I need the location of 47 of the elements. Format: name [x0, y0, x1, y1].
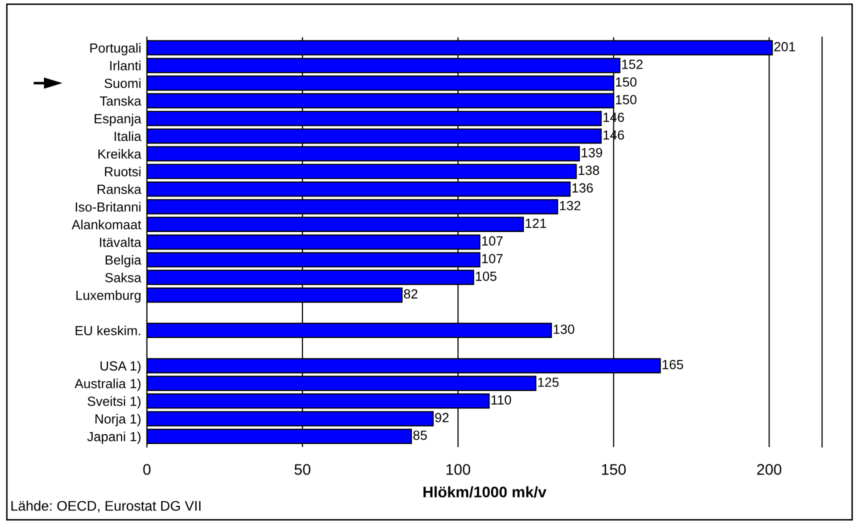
x-tick-label: 200	[757, 464, 782, 475]
y-tick-label: Norja 1)	[95, 414, 141, 426]
y-tick-label: Belgia	[106, 254, 142, 268]
data-label: 121	[526, 218, 546, 228]
data-label: 105	[476, 272, 496, 281]
y-tick-label: Ranska	[98, 184, 142, 194]
y-tick-label: Ruotsi	[105, 166, 140, 176]
data-label: 82	[404, 289, 418, 299]
data-label: 165	[662, 360, 684, 370]
y-tick-label: Saksa	[105, 272, 142, 282]
data-label: 85	[413, 430, 427, 440]
data-label: 139	[582, 148, 602, 158]
y-tick-label: USA 1)	[100, 360, 141, 374]
data-label: 150	[616, 77, 636, 87]
y-tick-label: Luxemburg	[76, 290, 140, 303]
y-tick-label: Tanska	[100, 96, 142, 106]
y-tick-label: Suomi	[104, 78, 140, 88]
y-tick-label: Kreikka	[98, 148, 142, 159]
data-label: 152	[622, 60, 643, 70]
x-tick-label: 150	[602, 464, 626, 475]
x-tick-label: 0	[143, 464, 151, 475]
data-label: 150	[616, 94, 636, 104]
data-label: 130	[554, 324, 574, 334]
y-tick-label: Australia 1)	[74, 378, 141, 391]
y-tick-label: Itävalta	[100, 237, 142, 247]
y-tick-label: Japani 1)	[87, 432, 141, 444]
data-label: 132	[560, 200, 580, 210]
data-label: 107	[482, 236, 503, 246]
x-axis-title: Hlökm/1000 mk/v	[424, 486, 546, 498]
data-label: 107	[482, 254, 503, 264]
x-tick-label: 100	[446, 464, 470, 475]
data-label: 201	[774, 42, 796, 52]
y-tick-label: Iso-Britanni	[76, 202, 140, 212]
x-tick-label: 50	[294, 464, 310, 475]
data-label: 110	[492, 395, 512, 405]
data-label: 125	[538, 378, 559, 387]
y-tick-label: Portugali	[90, 43, 140, 56]
data-label: 138	[578, 166, 600, 175]
y-tick-label: Italia	[114, 131, 142, 142]
y-tick-label: Sveitsi 1)	[88, 396, 141, 409]
y-tick-label: EU keskim.	[76, 326, 140, 336]
y-tick-label: Irlanti	[110, 60, 140, 70]
data-label: 136	[572, 183, 593, 193]
y-tick-label: Alankomaat	[72, 220, 142, 230]
y-tick-label: Espanja	[94, 114, 142, 126]
data-label: 92	[435, 412, 449, 422]
text: Lähde: OECD, Eurostat DG VII	[11, 500, 200, 512]
